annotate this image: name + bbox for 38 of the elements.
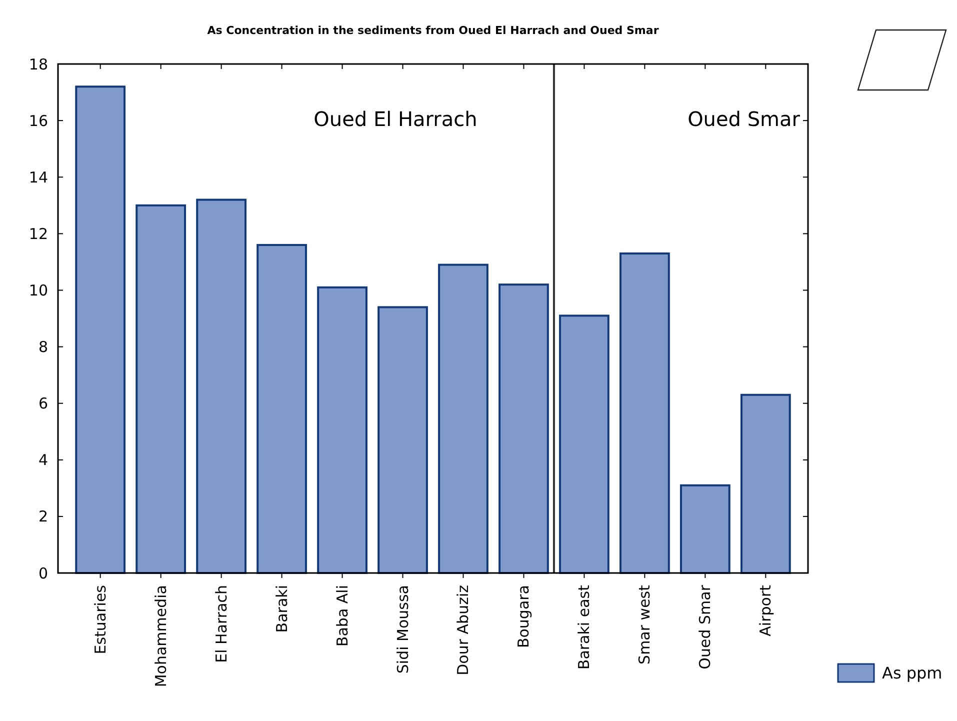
- x-tick-label: El Harrach: [212, 585, 230, 663]
- x-tick-label: Sidi Moussa: [394, 585, 412, 674]
- y-tick-label: 14: [28, 168, 48, 186]
- y-tick-label: 2: [38, 508, 48, 526]
- y-tick-label: 0: [38, 564, 48, 582]
- y-tick-label: 10: [28, 281, 48, 300]
- x-tick-label: Oued Smar: [696, 584, 714, 670]
- bar: [136, 204, 186, 574]
- bar: [317, 286, 368, 574]
- chart-title: As Concentration in the sediments from Oued El Harrach and Oued Smar: [207, 24, 660, 37]
- bar: [256, 244, 307, 574]
- x-tick-label: Baraki: [272, 585, 291, 633]
- y-tick-label: 16: [28, 112, 48, 130]
- x-tick-label: Baba Ali: [333, 585, 352, 647]
- bar: [740, 394, 791, 574]
- bar: [438, 264, 488, 574]
- y-tick-label: 8: [38, 338, 48, 356]
- bar: [680, 484, 730, 574]
- x-tick-label: Mohammedia: [152, 585, 170, 688]
- x-tick-label: Baraki east: [575, 584, 594, 670]
- y-tick-label: 6: [38, 394, 48, 413]
- y-tick-label: 18: [28, 55, 48, 74]
- bar: [620, 252, 670, 574]
- y-tick-label: 12: [28, 224, 48, 243]
- bar: [498, 284, 549, 574]
- x-tick-label: Dour Abuziz: [454, 584, 472, 676]
- x-tick-label: Bougara: [514, 585, 533, 648]
- x-tick-label: Airport: [756, 584, 775, 636]
- bar: [75, 86, 126, 574]
- bar: [559, 314, 610, 574]
- annotation: Oued El Harrach: [314, 107, 478, 131]
- y-tick-label: 4: [38, 451, 48, 470]
- x-tick-label: Smar west: [636, 584, 654, 664]
- x-tick-label: Estuaries: [91, 584, 110, 654]
- legend-label: As ppm: [882, 664, 942, 683]
- bar: [196, 198, 246, 574]
- annotation: Oued Smar: [688, 107, 801, 131]
- bar: [378, 306, 428, 574]
